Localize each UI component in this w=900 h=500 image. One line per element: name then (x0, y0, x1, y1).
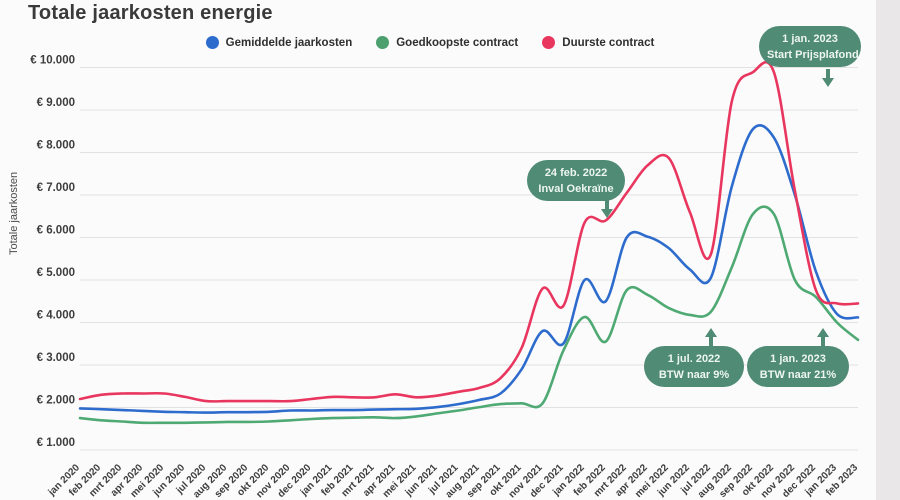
page-background-strip (876, 0, 900, 500)
annotation-text: Inval Oekraïne (538, 183, 614, 195)
annotation-date: 1 jan. 2023 (782, 33, 838, 45)
annotation-start-prijsplafond: 1 jan. 2023 Start Prijsplafond (759, 26, 861, 67)
legend-item-gemiddelde[interactable]: Gemiddelde jaarkosten (205, 36, 353, 49)
y-tick-label: € 5.000 (37, 267, 75, 279)
legend-label: Duurste contract (562, 36, 655, 49)
y-tick-label: € 2.000 (37, 395, 75, 407)
annotation-date: 1 jan. 2023 (770, 353, 826, 365)
legend-label: Goedkoopste contract (396, 36, 519, 49)
annotation-text: BTW naar 9% (658, 369, 730, 381)
arrow-down-icon (601, 200, 613, 218)
series-line-goedkoopste-contract (78, 205, 860, 425)
y-tick-label: € 10.000 (30, 55, 75, 67)
annotation-btw-21: 1 jan. 2023 BTW naar 21% (747, 346, 849, 387)
annotation-date: 1 jul. 2022 (667, 353, 721, 365)
arrow-down-icon (822, 69, 834, 87)
y-tick-label: € 6.000 (37, 225, 75, 237)
legend-dot-blue-icon (205, 36, 219, 49)
annotation-inval-oekraine: 24 feb. 2022 Inval Oekraïne (527, 160, 625, 201)
arrow-up-icon (705, 328, 717, 346)
y-tick-label: € 7.000 (37, 182, 75, 194)
y-tick-label: € 9.000 (37, 97, 75, 109)
annotation-text: Start Prijsplafond (767, 49, 859, 61)
y-tick-label: € 4.000 (37, 310, 75, 322)
series-line-gemiddelde-jaarkosten (78, 124, 860, 414)
annotation-date: 24 feb. 2022 (544, 167, 608, 179)
legend: Gemiddelde jaarkosten Goedkoopste contra… (80, 36, 780, 49)
y-tick-label: € 1.000 (37, 437, 75, 449)
y-tick-label: € 8.000 (37, 140, 75, 152)
arrow-up-icon (817, 328, 829, 346)
annotation-btw-9: 1 jul. 2022 BTW naar 9% (644, 346, 744, 387)
legend-dot-red-icon (542, 36, 556, 49)
legend-label: Gemiddelde jaarkosten (225, 36, 353, 49)
y-tick-label: € 3.000 (37, 352, 75, 364)
legend-item-duurste[interactable]: Duurste contract (542, 36, 654, 49)
legend-item-goedkoopste[interactable]: Goedkoopste contract (376, 36, 518, 49)
legend-dot-green-icon (376, 36, 390, 49)
series-line-duurste-contract (78, 60, 860, 403)
annotation-text: BTW naar 21% (759, 369, 837, 381)
chart-title: Totale jaarkosten energie (28, 2, 273, 24)
